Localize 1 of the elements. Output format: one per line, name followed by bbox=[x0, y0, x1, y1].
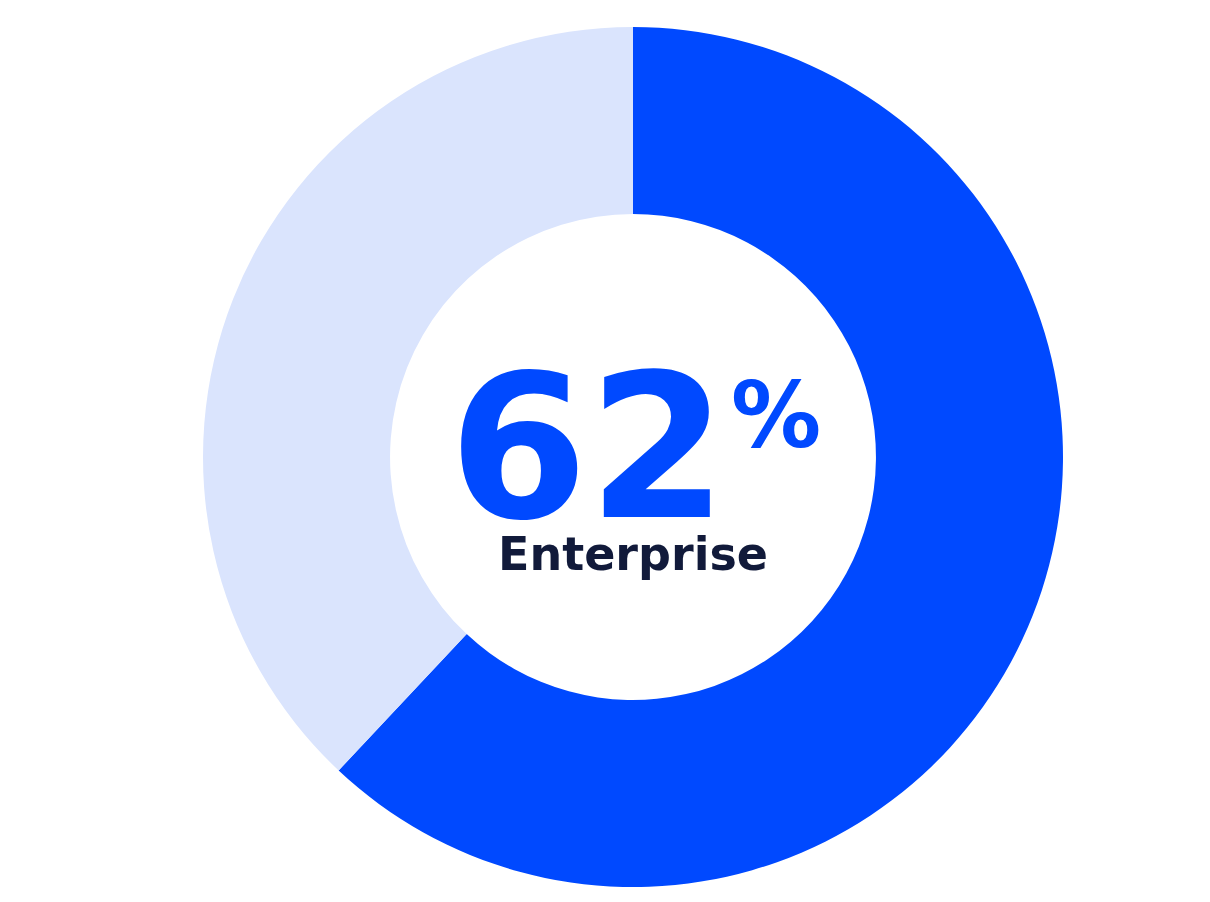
slice-label: Enterprise bbox=[497, 527, 769, 581]
